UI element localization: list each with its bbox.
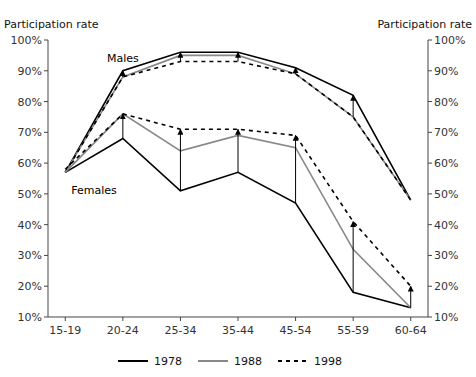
y2-tick <box>428 317 432 318</box>
series-line <box>65 52 410 200</box>
y-tick-label: 20% <box>18 280 42 293</box>
chart: 10% 20% 30% 40% 50% 60% 70% 80% 90% 100% 10% 20% 30%… <box>0 0 476 377</box>
x-tick-label: 60-64 <box>395 324 427 337</box>
x-tick-label: 15-19 <box>49 324 81 337</box>
y-tick-label: 70% <box>18 126 42 139</box>
series-line <box>65 114 410 286</box>
x-tick-label: 55-59 <box>337 324 369 337</box>
y2-tick-label: 10% <box>434 311 458 324</box>
y2-axis-line <box>428 40 429 317</box>
y-tick-label: 30% <box>18 249 42 262</box>
y2-tick <box>428 101 432 102</box>
legend-swatch <box>118 360 148 362</box>
y-tick <box>44 101 48 102</box>
y2-tick-label: 80% <box>434 96 458 109</box>
change-arrow <box>295 135 296 203</box>
y-tick <box>44 163 48 164</box>
y-tick <box>44 224 48 225</box>
y2-tick-label: 90% <box>434 65 458 78</box>
change-arrow <box>410 286 411 308</box>
y-tick-label: 50% <box>18 188 42 201</box>
x-tick <box>122 317 123 321</box>
y-tick-label: 60% <box>18 157 42 170</box>
change-arrow <box>353 95 354 117</box>
change-arrow <box>180 129 181 191</box>
legend: 1978 1988 1998 <box>118 355 342 368</box>
y-tick <box>44 70 48 71</box>
y2-tick-label: 70% <box>434 126 458 139</box>
y-axis-title: Participation rate <box>4 18 99 31</box>
change-arrow <box>122 114 123 139</box>
change-arrow <box>295 68 296 74</box>
y-tick <box>44 286 48 287</box>
change-arrow <box>353 222 354 293</box>
change-arrow <box>238 52 239 61</box>
x-tick <box>295 317 296 321</box>
series-line <box>65 114 410 308</box>
y2-tick <box>428 70 432 71</box>
y2-tick-label: 50% <box>434 188 458 201</box>
y-tick <box>44 193 48 194</box>
y2-tick <box>428 255 432 256</box>
y2-tick <box>428 40 432 41</box>
x-tick <box>65 317 66 321</box>
series-line <box>65 62 410 201</box>
y2-tick-label: 100% <box>434 34 465 47</box>
plot-area <box>65 52 410 307</box>
y2-tick-label: 20% <box>434 280 458 293</box>
y2-tick-label: 30% <box>434 249 458 262</box>
x-tick-label: 25-34 <box>164 324 196 337</box>
x-tick-label: 20-24 <box>107 324 139 337</box>
y-axis-line <box>48 40 49 317</box>
x-tick <box>180 317 181 321</box>
x-tick <box>353 317 354 321</box>
legend-swatch <box>278 360 308 362</box>
y2-tick-label: 40% <box>434 219 458 232</box>
y2-tick <box>428 132 432 133</box>
y-tick-label: 80% <box>18 96 42 109</box>
y-tick <box>44 317 48 318</box>
y-tick-label: 90% <box>18 65 42 78</box>
change-arrow <box>122 71 123 77</box>
legend-label: 1978 <box>154 355 182 368</box>
y2-tick <box>428 286 432 287</box>
y2-tick <box>428 224 432 225</box>
y2-tick <box>428 193 432 194</box>
x-tick <box>410 317 411 321</box>
x-tick-label: 45-54 <box>280 324 312 337</box>
y2-tick <box>428 163 432 164</box>
legend-swatch <box>198 360 228 362</box>
group-label: Males <box>107 52 139 65</box>
y-tick-label: 40% <box>18 219 42 232</box>
y-tick <box>44 40 48 41</box>
change-arrow <box>180 52 181 61</box>
y-tick-label: 10% <box>18 311 42 324</box>
series-line <box>65 55 410 200</box>
legend-label: 1998 <box>314 355 342 368</box>
y2-axis-title: Participation rate <box>377 18 472 31</box>
y-tick <box>44 132 48 133</box>
x-tick-label: 35-44 <box>222 324 254 337</box>
legend-label: 1988 <box>234 355 262 368</box>
y-tick-label: 100% <box>11 34 42 47</box>
y2-tick-label: 60% <box>434 157 458 170</box>
y-tick <box>44 255 48 256</box>
x-tick <box>238 317 239 321</box>
group-label: Females <box>71 184 117 197</box>
change-arrow <box>238 129 239 172</box>
